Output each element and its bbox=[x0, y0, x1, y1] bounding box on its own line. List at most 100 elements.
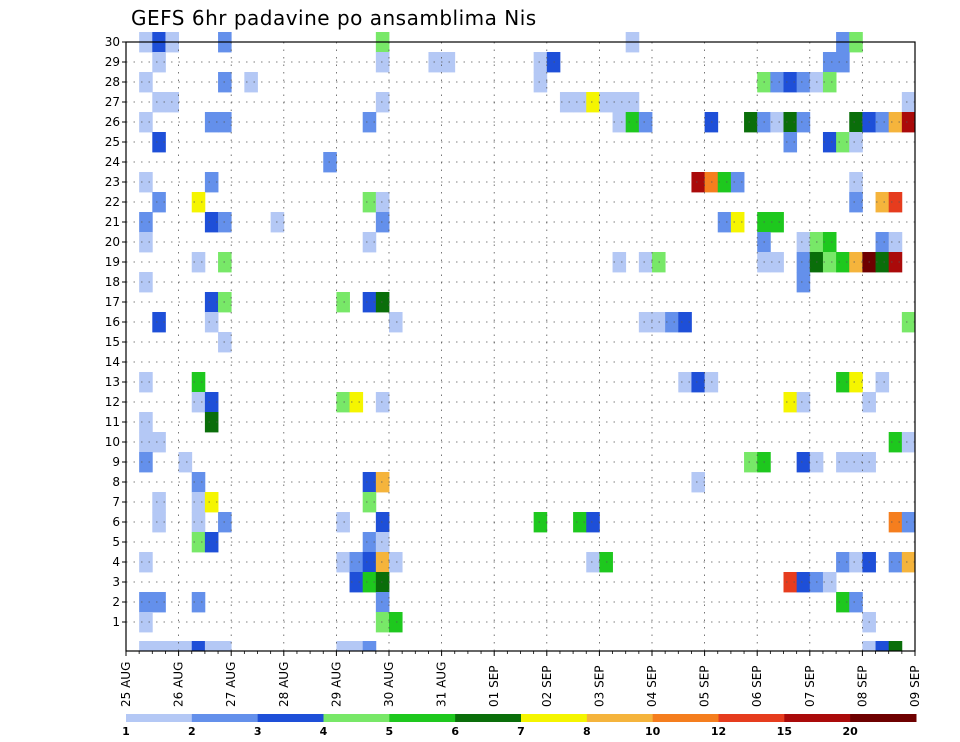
precip-cell bbox=[362, 472, 377, 493]
x-tick-label: 04 SEP bbox=[645, 665, 659, 707]
precip-cell bbox=[638, 312, 653, 333]
x-tick-label: 01 SEP bbox=[487, 665, 501, 707]
precip-cell bbox=[178, 452, 193, 473]
y-tick-label: 25 bbox=[105, 135, 120, 149]
precip-cell bbox=[836, 552, 850, 573]
precip-cell bbox=[665, 312, 679, 333]
precip-cell bbox=[191, 512, 206, 533]
precip-cell bbox=[204, 292, 219, 313]
colorbar-label: 7 bbox=[517, 725, 525, 738]
precip-cell bbox=[888, 512, 903, 533]
colorbar: 1 2 3 4 5 6 7 8 10 12 15 20 bbox=[122, 714, 917, 738]
precip-cell bbox=[875, 232, 890, 253]
precip-cell bbox=[336, 512, 350, 533]
precip-cell bbox=[836, 592, 850, 613]
colorbar-label: 8 bbox=[583, 725, 591, 738]
precip-cell bbox=[139, 272, 153, 293]
colorbar-swatch bbox=[718, 714, 785, 722]
precip-cell bbox=[139, 452, 153, 473]
precip-cell bbox=[612, 112, 627, 133]
colorbar-swatch bbox=[191, 714, 259, 722]
precip-cell bbox=[139, 212, 153, 233]
precip-cell bbox=[586, 512, 600, 533]
x-tick-label: 02 SEP bbox=[540, 665, 554, 707]
precip-cell bbox=[152, 512, 166, 533]
precip-cell bbox=[428, 52, 442, 73]
precip-cell bbox=[375, 92, 390, 113]
precip-cell bbox=[323, 152, 337, 173]
precip-cell bbox=[191, 192, 206, 213]
precip-cell bbox=[796, 272, 811, 293]
precip-cell bbox=[375, 572, 390, 593]
y-tick-label: 13 bbox=[105, 375, 120, 389]
x-tick-label: 27 AUG bbox=[224, 662, 238, 707]
precip-cell bbox=[218, 641, 232, 652]
precip-cell bbox=[191, 372, 206, 393]
x-tick-label: 05 SEP bbox=[698, 665, 712, 707]
precip-cell bbox=[139, 592, 153, 613]
colorbar-label: 15 bbox=[777, 725, 792, 738]
colorbar-swatch bbox=[586, 714, 654, 722]
colorbar-swatch bbox=[455, 714, 522, 722]
colorbar-swatch bbox=[521, 714, 588, 722]
precip-cell bbox=[849, 252, 863, 273]
precip-cell bbox=[836, 452, 850, 473]
y-tick-label: 4 bbox=[112, 555, 120, 569]
precip-cell bbox=[559, 92, 574, 113]
x-tick-label: 09 SEP bbox=[908, 665, 922, 707]
precip-cell bbox=[770, 212, 784, 233]
precip-cell bbox=[901, 552, 916, 573]
y-tick-label: 30 bbox=[105, 35, 120, 49]
precip-cell bbox=[901, 312, 916, 333]
precip-cell bbox=[796, 72, 811, 93]
colorbar-label: 6 bbox=[451, 725, 459, 738]
precip-cell bbox=[204, 112, 219, 133]
y-tick-label: 17 bbox=[105, 295, 120, 309]
precip-cell bbox=[612, 252, 627, 273]
precip-cell bbox=[822, 72, 837, 93]
precip-cell bbox=[139, 372, 153, 393]
x-tick-label: 08 SEP bbox=[855, 665, 869, 707]
y-tick-label: 7 bbox=[112, 495, 120, 509]
precip-cell bbox=[875, 372, 890, 393]
precip-cell bbox=[573, 92, 587, 113]
precip-cell bbox=[389, 312, 403, 333]
x-tick-label: 26 AUG bbox=[172, 662, 186, 707]
precip-cell bbox=[152, 492, 166, 513]
precip-cell bbox=[336, 392, 350, 413]
precip-cell bbox=[152, 52, 166, 73]
y-tick-label: 10 bbox=[105, 435, 120, 449]
precip-cell bbox=[389, 552, 403, 573]
y-tick-label: 16 bbox=[105, 315, 120, 329]
precip-cell bbox=[204, 312, 219, 333]
y-tick-label: 5 bbox=[112, 535, 120, 549]
y-tick-label: 20 bbox=[105, 235, 120, 249]
x-tick-label: 25 AUG bbox=[119, 662, 133, 707]
precip-cell bbox=[336, 552, 350, 573]
precip-cell bbox=[152, 432, 166, 453]
precip-cell bbox=[822, 232, 837, 253]
precip-cell bbox=[139, 552, 153, 573]
precip-cell bbox=[836, 372, 850, 393]
precip-cell bbox=[625, 92, 640, 113]
colorbar-label: 1 bbox=[122, 725, 130, 738]
precip-cell bbox=[744, 452, 758, 473]
precip-cell bbox=[783, 112, 798, 133]
precip-cell bbox=[139, 412, 153, 433]
precip-cell bbox=[139, 232, 153, 253]
x-tick-label: 06 SEP bbox=[750, 665, 764, 707]
precip-cell bbox=[875, 252, 890, 273]
precip-cell bbox=[796, 392, 811, 413]
precip-cell bbox=[691, 472, 705, 493]
precip-cell bbox=[375, 532, 390, 553]
precip-cell bbox=[139, 112, 153, 133]
precip-cell bbox=[783, 572, 798, 593]
precip-cell bbox=[862, 641, 876, 652]
y-tick-label: 8 bbox=[112, 475, 120, 489]
precip-cell bbox=[638, 252, 653, 273]
y-tick-label: 3 bbox=[112, 575, 120, 589]
precip-cell bbox=[901, 112, 916, 133]
colorbar-swatch bbox=[784, 714, 851, 722]
precip-cell bbox=[362, 492, 377, 513]
precip-cell bbox=[349, 392, 364, 413]
